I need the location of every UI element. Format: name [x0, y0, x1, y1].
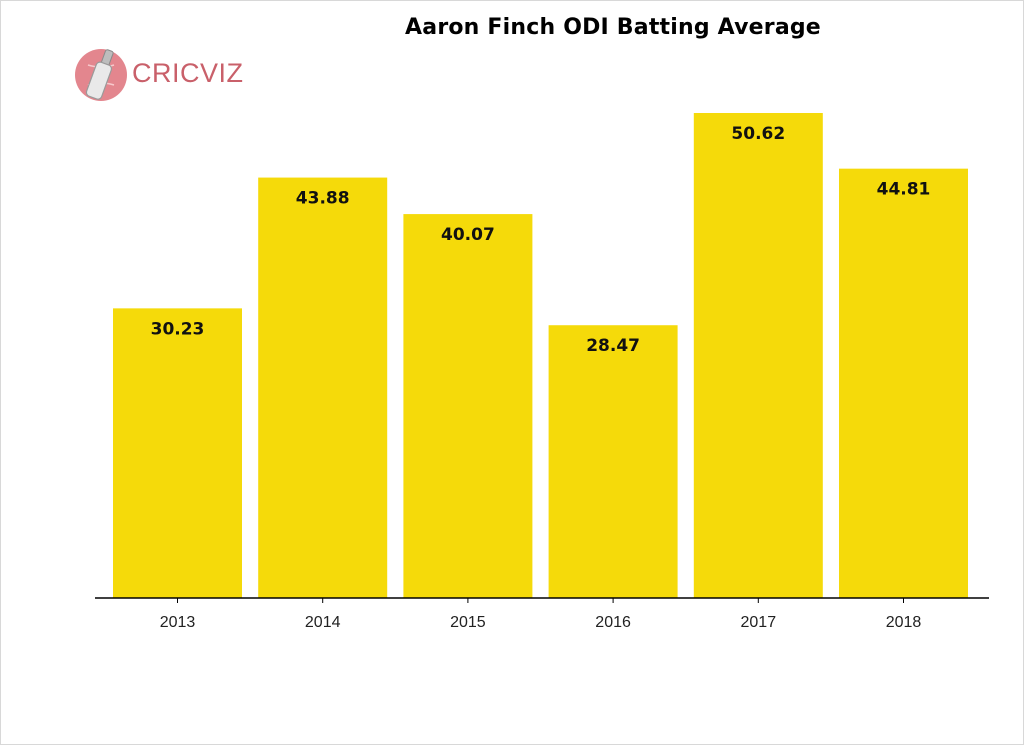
bar-value-label-2018: 44.81 [877, 180, 931, 200]
bar-value-label-2014: 43.88 [296, 189, 350, 209]
bar-2014 [258, 177, 388, 598]
chart-title: Aaron Finch ODI Batting Average [405, 15, 821, 40]
bar-2017 [693, 113, 823, 598]
bar-value-label-2013: 30.23 [151, 319, 205, 339]
cricviz-logo: CRICVIZ [74, 45, 243, 105]
x-tick-label-2015: 2015 [450, 614, 486, 631]
bar-value-label-2015: 40.07 [441, 225, 495, 245]
bar-2018 [839, 168, 968, 598]
x-tick-label-2017: 2017 [741, 614, 777, 631]
bar-value-label-2017: 50.62 [731, 124, 785, 144]
x-tick-label-2014: 2014 [305, 614, 341, 631]
x-tick-label-2016: 2016 [595, 614, 631, 631]
bar-2016 [548, 325, 678, 598]
bar-2015 [403, 214, 533, 598]
bar-value-label-2016: 28.47 [586, 336, 640, 356]
bar-2013 [113, 308, 242, 598]
cricket-bat-ball-icon [75, 49, 127, 101]
x-tick-label-2013: 2013 [160, 614, 196, 631]
logo-brand-text: CRICVIZ [132, 58, 244, 88]
x-tick-label-2018: 2018 [886, 614, 922, 631]
